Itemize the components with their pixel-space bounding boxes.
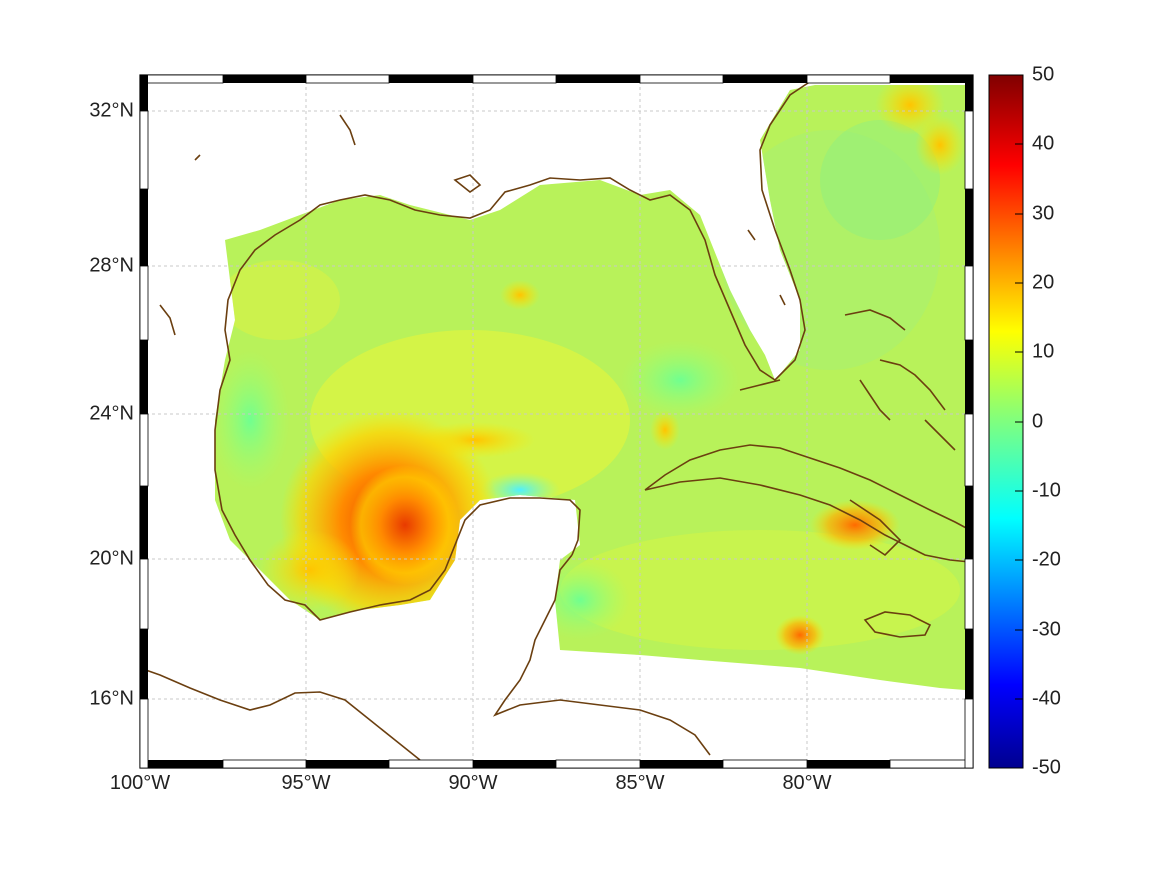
y-tick-label: 28°N [89,254,134,277]
colorbar-ticks [1015,74,1023,769]
colorbar-tick-label: 50 [1032,63,1055,86]
colorbar-tick-label: -30 [1032,618,1061,641]
colorbar-tick-label: -50 [1032,756,1061,779]
colorbar-tick-label: 10 [1032,340,1055,363]
coastline [139,74,971,761]
colorbar-tick-label: -40 [1032,687,1061,710]
x-tick-label: 90°W [448,772,498,794]
x-tick-label: 80°W [782,772,832,794]
colorbar-tick-label: -10 [1032,479,1061,502]
frame-ticks [139,74,974,769]
x-tick-label: 95°W [281,772,331,794]
y-tick-label: 16°N [89,687,134,710]
x-tick-label: 100°W [109,772,171,794]
colorbar-tick-label: 20 [1032,271,1055,294]
y-tick-label: 24°N [89,402,134,425]
graticule [140,75,973,768]
colorbar-tick-label: -20 [1032,548,1061,571]
x-tick-label: 85°W [615,772,665,794]
colorbar-tick-label: 0 [1032,410,1044,433]
y-tick-label: 20°N [89,547,134,570]
colorbar-tick-label: 30 [1032,202,1055,225]
colorbar-tick-label: 40 [1032,132,1055,155]
y-tick-label: 32°N [89,99,134,122]
